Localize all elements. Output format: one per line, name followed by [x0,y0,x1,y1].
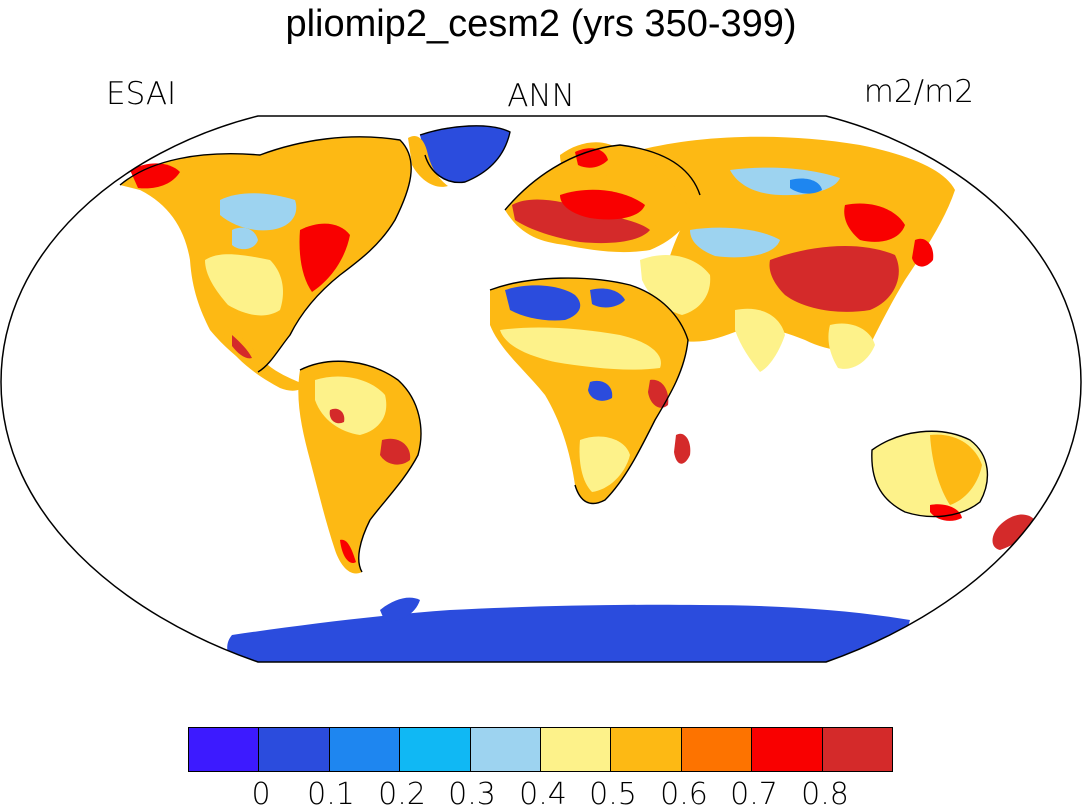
north-america-yellow [205,254,283,316]
colorbar-tick-label: 0 [251,777,271,812]
north-america-lightblue [220,193,297,231]
colorbar [188,727,893,772]
colorbar-box [752,728,823,771]
colorbar-box [541,728,612,771]
units-label: m2/m2 [863,74,974,110]
central-europe-red [560,189,645,220]
sahara-blue [505,285,581,321]
season-label: ANN [507,78,575,114]
colorbar-tick-label: 0.4 [519,777,567,812]
north-america-lightblue-2 [232,227,258,250]
colorbar-box [681,728,753,771]
colorbar-tick-label: 0.7 [730,777,778,812]
east-asia-red [844,203,905,242]
south-america-red-2 [329,408,345,424]
western-europe-red [512,199,650,244]
madagascar-land [674,433,691,464]
colorbar-box [611,728,682,771]
south-america-red-1 [380,438,411,465]
colorbar-box [189,728,260,771]
new-zealand-land [992,514,1035,550]
central-america-red [232,335,252,359]
central-america-land [224,325,305,391]
north-america-land [120,136,412,372]
world-map [0,115,1082,663]
sahel-yellow [500,327,661,370]
central-asia-lightblue [690,227,780,258]
central-africa-blue [588,380,613,401]
australia-orange [930,434,982,505]
map-border [0,115,1082,663]
colorbar-tick-label: 0.5 [589,777,637,812]
china-red [769,245,899,312]
colorbar-tick-label: 0.6 [660,777,708,812]
colorbar-tick-label: 0.1 [307,777,355,812]
south-africa-yellow [579,436,630,492]
alaska-red [130,163,180,189]
colorbar-box [329,728,401,771]
coastlines [119,125,989,573]
south-america-red-3 [340,539,356,564]
southeast-asia-yellow [828,323,875,369]
colorbar-box [259,728,330,771]
india-yellow [735,308,785,372]
sahara-blue-2 [590,288,625,308]
variable-label: ESAI [106,76,177,112]
antarctic-peninsula [380,597,420,622]
colorbar-tick-label: 0.2 [378,777,426,812]
colorbar-box [470,728,542,771]
east-africa-red [648,379,669,408]
eastern-usa-red [299,223,350,292]
colorbar-ticks: 0 0.1 0.2 0.3 0.4 0.5 0.6 0.7 0.8 [188,778,893,812]
colorbar-tick-label: 0.8 [801,777,849,812]
siberia-blue [790,178,822,194]
plot-title: pliomip2_cesm2 (yrs 350-399) [285,3,797,45]
colorbar-box [822,728,893,771]
colorbar-tick-label: 0.3 [448,777,496,812]
colorbar-box [400,728,471,771]
japan-red [912,238,934,267]
